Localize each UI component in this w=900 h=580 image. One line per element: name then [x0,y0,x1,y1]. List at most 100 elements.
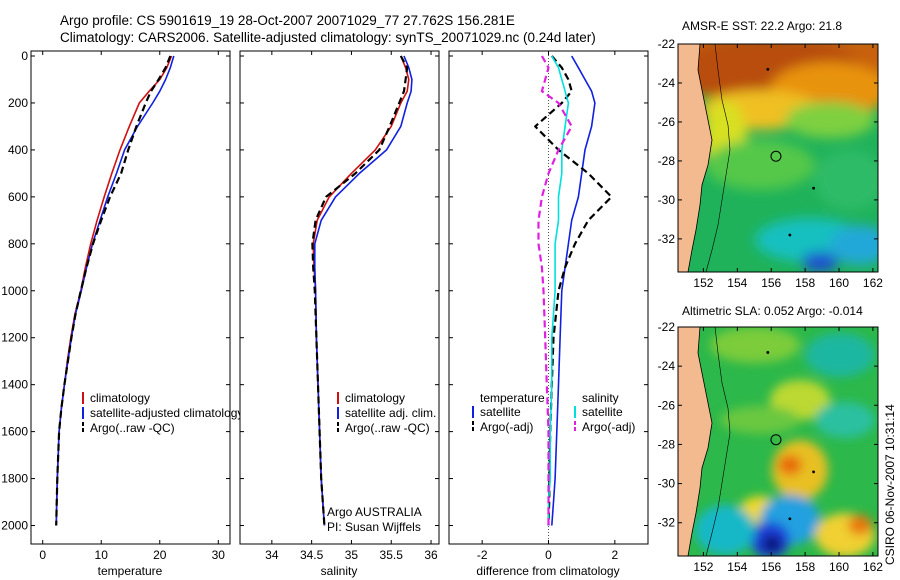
sla-isobath [705,327,731,556]
legend-label-temp-argo: Argo(-adj) [480,420,533,434]
salinity-panel: 34 34.5 35 35.5 36 salinity climatology sate… [239,50,440,578]
temperature-legend: climatology satellite-adjusted climatolo… [82,391,243,435]
y-tick-label: 400 [8,143,28,157]
sla-map-panel: Altimetric SLA: 0.052 Argo: -0.014 [658,304,884,574]
x-tick-label: 30 [212,548,226,562]
legend-title-temperature: temperature [480,391,545,405]
map-y-tick-label: -28 [658,154,676,168]
legend-label-argo: Argo(..raw -QC) [345,421,430,435]
x-tick-label: 2 [611,548,618,562]
map-x-tick-label: 156 [761,276,781,290]
legend-label-sal-argo: Argo(-adj) [582,420,635,434]
map-x-tick-label: 152 [693,276,713,290]
map-y-tick-label: -30 [658,477,676,491]
map-x-tick-label: 160 [829,560,849,574]
salinity-xlabel: salinity [321,564,358,578]
salinity-legend: climatology satellite adj. clim. Argo(..… [337,391,436,435]
map-y-tick-label: -24 [658,359,676,373]
map-y-tick-label: -30 [658,193,676,207]
difference-series [534,55,613,526]
sst-map-title: AMSR-E SST: 22.2 Argo: 21.8 [682,19,842,33]
map-x-tick-label: 160 [829,276,849,290]
sla-heatmap [678,327,878,556]
sla-map-frame [677,326,879,557]
legend-title-salinity: salinity [582,391,619,405]
map-y-tick-label: -32 [658,516,676,530]
y-tick-label: 600 [8,190,28,204]
argo-location-marker [770,150,782,162]
x-tick-label: 34.5 [300,548,324,562]
map-x-tick-label: 152 [693,560,713,574]
map-y-tick-label: -26 [658,115,676,129]
series-line-salinity-satellite [547,55,570,526]
difference-xlabel: difference from climatology [476,564,619,578]
x-tick-label: 34 [265,548,279,562]
map-y-tick-label: -22 [658,320,676,334]
legend-label-temp-satellite: satellite [480,405,521,419]
x-tick-label: 0 [39,548,46,562]
legend-label-argo: Argo(..raw -QC) [90,421,175,435]
x-tick-label: 36 [424,548,438,562]
sla-field-blobs [695,327,875,556]
y-tick-label: 1000 [1,284,28,298]
timestamp-label: CSIRO 06-Nov-2007 10:31:14 [883,404,897,565]
salinity-series [311,55,413,526]
sst-land [678,44,712,272]
map-x-tick-label: 154 [727,560,747,574]
series-line-argo-raw-qc [55,55,172,526]
sst-map-frame [677,43,879,273]
map-x-tick-label: 158 [795,560,815,574]
difference-legend: temperature salinity satellite Argo(-adj… [472,391,635,434]
argo-location-marker [770,434,782,446]
temperature-axes-frame [30,50,231,545]
map-x-tick-label: 162 [863,560,883,574]
sla-map-marks [766,351,815,521]
series-line-argo-raw-qc [311,55,409,526]
credit-line2: PI: Susan Wijffels [327,520,421,534]
y-tick-label: 1600 [1,425,28,439]
sla-map-title: Altimetric SLA: 0.052 Argo: -0.014 [682,304,863,318]
figure-title-line2: Climatology: CARS2006. Satellite-adjuste… [60,30,596,45]
sst-field-blobs [678,44,878,272]
map-dot [766,351,770,354]
map-y-tick-label: -24 [658,76,676,90]
map-y-tick-label: -32 [658,232,676,246]
y-tick-label: 1400 [1,378,28,392]
legend-label-satellite: satellite-adjusted climatology [90,406,243,420]
map-x-tick-label: 154 [727,276,747,290]
temperature-series [55,55,175,526]
y-tick-label: 0 [21,49,28,63]
sst-map-ticks: 152 154 156 158 160 162 -22 -24 -26 -28 -30 -32 [658,37,884,290]
salinity-x-ticks: 34 34.5 35 35.5 36 [265,51,438,562]
legend-label-climatology: climatology [345,391,405,405]
y-tick-label: 2000 [1,519,28,533]
salinity-axes-frame [239,50,440,545]
y-tick-label: 800 [8,237,28,251]
x-tick-label: 0 [545,548,552,562]
sst-coastline [687,44,713,272]
difference-y-ticks [449,55,648,527]
map-x-tick-label: 162 [863,276,883,290]
map-y-tick-label: -22 [658,37,676,51]
map-dot [788,517,792,521]
map-dot [788,233,792,237]
x-tick-label: 20 [153,548,167,562]
map-y-tick-label: -26 [658,398,676,412]
legend-label-satellite: satellite adj. clim. [345,406,436,420]
temperature-y-ticks: 0 200 400 600 800 1000 1200 1400 1600 1800 2000 [1,49,230,533]
temperature-panel: 0 200 400 600 800 1000 1200 1400 1600 1800 2000 0 1… [1,49,243,578]
y-tick-label: 200 [8,96,28,110]
sst-map-marks [766,67,815,237]
salinity-y-ticks [240,55,439,527]
x-tick-label: 35.5 [380,548,404,562]
series-line-salinity-argo-adj [537,55,573,526]
difference-x-ticks: -2 0 2 [477,51,618,562]
x-tick-label: -2 [477,548,488,562]
sla-coastline [687,327,713,556]
legend-label-sal-satellite: satellite [582,405,623,419]
sla-land [678,327,712,556]
x-tick-label: 35 [345,548,359,562]
series-line-temperature-satellite [551,55,596,526]
map-y-tick-label: -28 [658,437,676,451]
